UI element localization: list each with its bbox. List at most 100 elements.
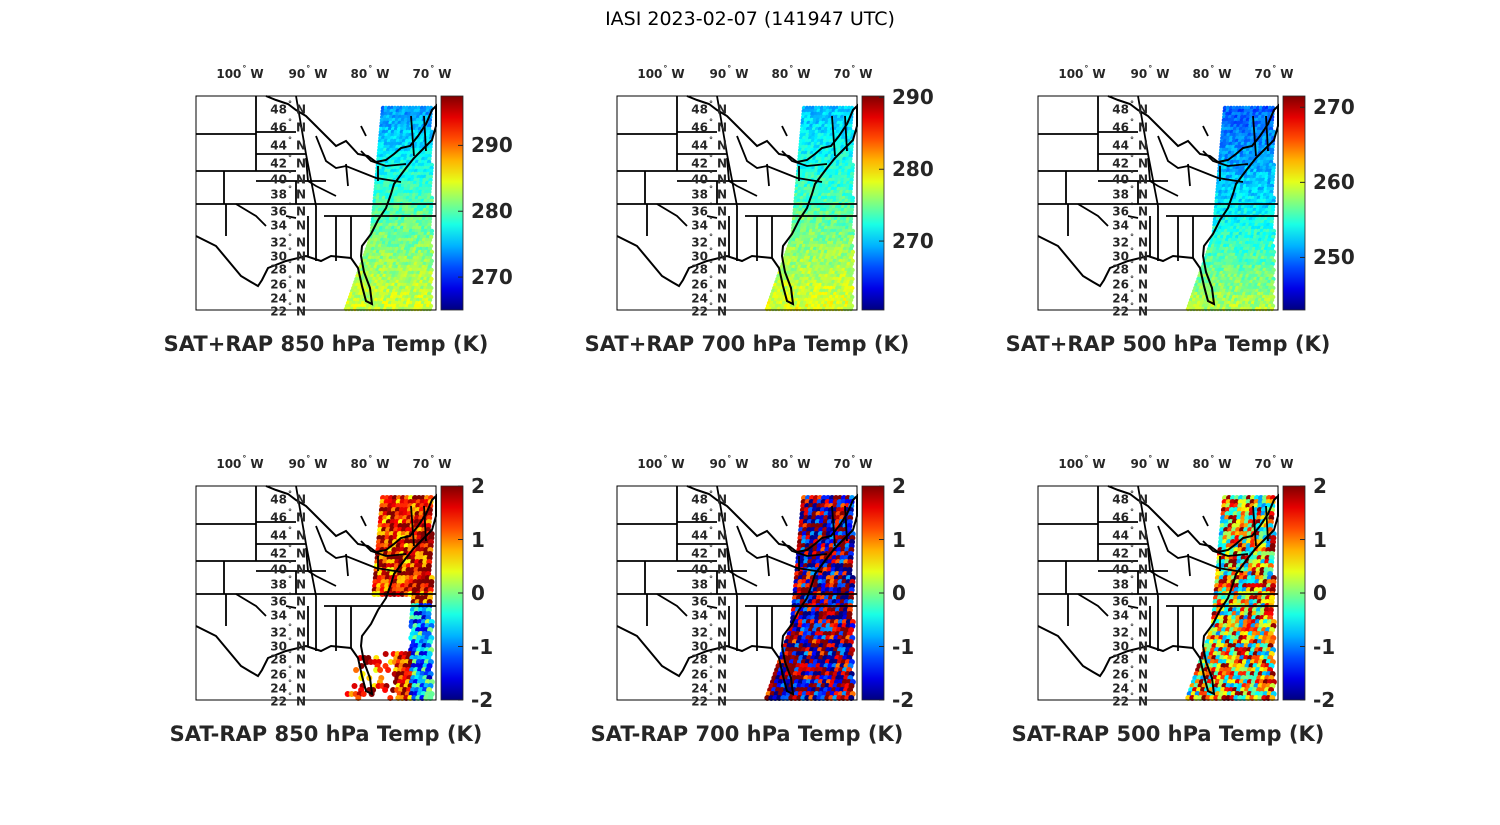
panel-title: SAT+RAP 500 hPa Temp (K): [1005, 332, 1331, 356]
longitude-label: 100° W: [1058, 64, 1106, 81]
swath-point: [377, 667, 384, 673]
state-border: [1202, 150, 1249, 167]
state-border: [1077, 203, 1109, 227]
swath-point: [1269, 306, 1275, 312]
latitude-label: 38° N: [1112, 184, 1148, 202]
longitude-label: 100° W: [637, 64, 685, 81]
map-frame: [195, 95, 437, 311]
colorbar-tick-label: 290: [471, 133, 513, 158]
latitude-label: 48° N: [691, 99, 727, 117]
state-border: [1202, 125, 1209, 137]
satellite-swath: [344, 495, 435, 701]
coastline: [1037, 95, 1279, 306]
colorbar-tick-label: 280: [471, 199, 513, 224]
latitude-label: 42° N: [270, 153, 306, 171]
colorbar-tick-label: 270: [471, 265, 513, 290]
swath-point: [848, 306, 854, 312]
latitude-label: 44° N: [270, 135, 306, 153]
colorbar-tick-label: 270: [892, 229, 934, 254]
swath-point: [353, 667, 360, 673]
longitude-label: 90° W: [709, 64, 749, 81]
latitude-label: 22° N: [1112, 301, 1148, 319]
latitude-label: 32° N: [1112, 232, 1148, 250]
state-border: [781, 125, 788, 137]
latitude-label: 36° N: [270, 201, 306, 219]
state-border: [295, 95, 317, 207]
panel-title: SAT+RAP 700 hPa Temp (K): [584, 332, 910, 356]
satellite-swath: [1185, 105, 1277, 312]
colorbar-tick-label: 270: [1313, 95, 1355, 120]
latitude-label: 26° N: [691, 274, 727, 292]
map-panel-2: 270 280 290 100° W 90° W 80° W 70° W 48° N 46° N 44° N 42…: [585, 64, 977, 396]
state-border: [1265, 115, 1269, 152]
colorbar-tick-label: 260: [1313, 170, 1355, 195]
latitude-label: 34° N: [1112, 215, 1148, 233]
colorbar: [1282, 95, 1306, 311]
satellite-swath: [764, 105, 856, 312]
state-border: [766, 163, 770, 187]
longitude-label: 90° W: [1130, 64, 1170, 81]
latitude-label: 26° N: [270, 274, 306, 292]
swath-point: [427, 306, 433, 312]
state-border: [781, 150, 828, 167]
latitude-label: 38° N: [691, 184, 727, 202]
latitude-label: 44° N: [691, 135, 727, 153]
state-border: [1147, 157, 1179, 197]
latitude-label: 44° N: [1112, 135, 1148, 153]
latitude-label: 24° N: [691, 288, 727, 306]
map-frame: [1037, 95, 1279, 311]
latitude-label: 48° N: [1112, 99, 1148, 117]
latitude-label: 30° N: [691, 246, 727, 264]
state-border: [1187, 163, 1191, 187]
state-border: [345, 163, 349, 187]
state-border: [706, 215, 718, 219]
latitude-label: 32° N: [270, 232, 306, 250]
latitude-label: 34° N: [691, 215, 727, 233]
latitude-label: 28° N: [270, 259, 306, 277]
latitude-label: 36° N: [691, 201, 727, 219]
state-border: [1252, 115, 1257, 157]
longitude-label: 90° W: [288, 64, 328, 81]
state-border: [831, 115, 836, 157]
figure-title: IASI 2023-02-07 (141947 UTC): [605, 8, 895, 30]
state-border: [1137, 95, 1159, 207]
latitude-label: 38° N: [270, 184, 306, 202]
colorbar-tick-label: 280: [892, 157, 934, 182]
swath-point: [382, 651, 389, 657]
map-plot: [195, 95, 464, 312]
swath-point: [385, 667, 392, 673]
colorbar: [861, 95, 885, 311]
state-border: [716, 95, 738, 207]
map-plot: [616, 95, 885, 312]
longitude-label: 80° W: [350, 64, 390, 81]
latitude-label: 26° N: [1112, 274, 1148, 292]
colorbar: [440, 95, 464, 311]
latitude-label: 42° N: [691, 153, 727, 171]
latitude-label: 40° N: [691, 169, 727, 187]
latitude-label: 30° N: [1112, 246, 1148, 264]
map-plot: [195, 485, 464, 701]
longitude-label: 100° W: [216, 64, 264, 81]
colorbar-tick-label: 290: [892, 85, 934, 110]
state-border: [235, 203, 267, 227]
latitude-label: 30° N: [270, 246, 306, 264]
latitude-label: 42° N: [1112, 153, 1148, 171]
latitude-label: 22° N: [270, 301, 306, 319]
map-frame: [616, 95, 858, 311]
state-border: [410, 115, 415, 157]
state-border: [656, 203, 688, 227]
latitude-label: 28° N: [691, 259, 727, 277]
latitude-label: 34° N: [270, 215, 306, 233]
map-panel-3: 250 260 270 100° W 90° W 80° W 70° W 48° N 46° N 44° N 42…: [1006, 64, 1398, 396]
latitude-label: 40° N: [270, 169, 306, 187]
panel-title: SAT+RAP 850 hPa Temp (K): [163, 332, 489, 356]
longitude-label: 70° W: [412, 64, 452, 81]
latitude-label: 28° N: [1112, 259, 1148, 277]
latitude-label: 48° N: [270, 99, 306, 117]
satellite-swath: [343, 105, 435, 312]
map-panel-4: -2 -1 0 1 2 100° W 90° W 80° W 70° W 48° N 46° N 44° N 42° N…: [170, 454, 556, 786]
state-border: [423, 115, 427, 152]
state-border: [285, 215, 297, 219]
state-border: [726, 157, 758, 197]
longitude-label: 70° W: [833, 64, 873, 81]
